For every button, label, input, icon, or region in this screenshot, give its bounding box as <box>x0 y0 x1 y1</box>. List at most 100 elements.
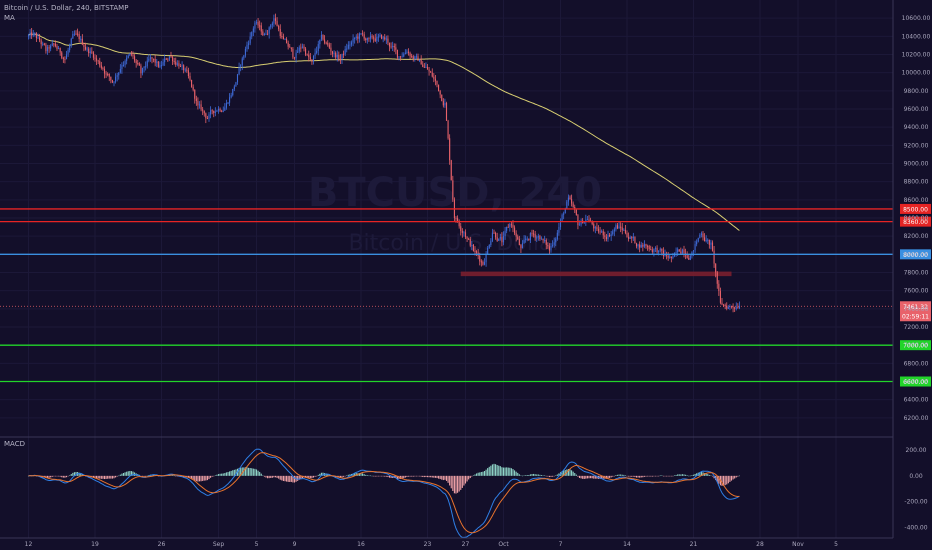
candle-body <box>349 44 351 46</box>
candle-body <box>517 236 519 240</box>
candle-body <box>384 37 386 40</box>
support-6600-label-box <box>900 376 931 387</box>
macd-histogram-bar <box>666 475 668 477</box>
macd-histogram-bar <box>596 475 598 479</box>
candle-body <box>322 34 324 40</box>
macd-histogram-bar <box>314 475 316 477</box>
candle-body <box>262 31 264 36</box>
macd-histogram-bar <box>726 475 728 485</box>
candle-body <box>463 232 465 234</box>
candle-body <box>162 62 164 66</box>
macd-histogram-bar <box>461 475 463 488</box>
candle-body <box>506 226 508 231</box>
candle-body <box>727 307 729 309</box>
candle-body <box>197 101 199 106</box>
macd-histogram-bar <box>54 475 56 477</box>
candle-body <box>157 61 159 67</box>
macd-histogram-bar <box>607 475 609 479</box>
candle-body <box>666 254 668 256</box>
candle-body <box>729 306 731 308</box>
macd-histogram-bar <box>442 475 444 481</box>
candle-body <box>154 59 156 63</box>
macd-histogram-bar <box>643 475 645 477</box>
candle-body <box>715 263 717 273</box>
macd-histogram-bar <box>580 475 582 479</box>
macd-histogram-bar <box>694 473 696 476</box>
candle-body <box>37 37 39 39</box>
macd-histogram-bar <box>431 475 433 478</box>
candle-body <box>341 53 343 60</box>
price-tick-label: 8800.00 <box>904 179 929 186</box>
macd-histogram-bar <box>521 475 524 477</box>
macd-histogram-bar <box>623 474 625 476</box>
macd-histogram-bar <box>514 470 516 476</box>
candle-body <box>151 57 153 59</box>
price-tick-label: 7200.00 <box>904 324 929 331</box>
macd-histogram-bar <box>312 475 315 478</box>
candle-body <box>236 74 239 83</box>
candle-body <box>279 29 281 36</box>
candle-body <box>344 49 346 55</box>
macd-histogram-bar <box>202 475 204 481</box>
macd-histogram-bar <box>267 475 269 479</box>
candle-body <box>126 57 128 61</box>
macd-label: MACD <box>4 440 25 448</box>
macd-histogram-bar <box>561 471 563 476</box>
candle-body <box>45 44 47 52</box>
macd-histogram-bar <box>533 473 535 476</box>
candle-body <box>474 250 476 252</box>
price-tick-label: 8600.00 <box>904 197 929 204</box>
candle-body <box>648 246 650 250</box>
candle-body <box>184 69 186 71</box>
candle-body <box>200 104 202 110</box>
candle-body <box>357 36 359 39</box>
macd-histogram-bar <box>183 475 185 478</box>
macd-histogram-bar <box>145 475 147 477</box>
macd-histogram-bar <box>520 475 522 476</box>
macd-histogram-bar <box>567 469 569 476</box>
macd-histogram-bar <box>512 469 514 476</box>
price-tick-label: 7800.00 <box>904 270 929 277</box>
macd-histogram-bar <box>105 475 107 479</box>
candle-body <box>278 25 280 30</box>
macd-histogram-bar <box>341 475 343 478</box>
candle-body <box>179 66 182 68</box>
candle-body <box>529 233 531 240</box>
macd-histogram-bar <box>585 475 587 479</box>
macd-histogram-bar <box>325 473 327 476</box>
candle-body <box>518 239 520 246</box>
macd-histogram-bar <box>298 475 300 480</box>
macd-histogram-bar <box>550 475 552 477</box>
candle-body <box>175 61 177 65</box>
candle-body <box>127 55 129 58</box>
macd-histogram-bar <box>624 475 626 476</box>
candle-body <box>290 47 292 49</box>
macd-histogram-bar <box>723 475 725 486</box>
candle-body <box>601 231 603 233</box>
price-tick-label: 8200.00 <box>904 233 929 240</box>
macd-histogram-bar <box>677 474 679 476</box>
candle-body <box>257 22 259 26</box>
macd-histogram-bar <box>444 475 446 480</box>
candle-body <box>284 39 286 41</box>
candle-body <box>718 283 720 292</box>
candle-body <box>287 42 289 47</box>
candle-body <box>365 38 367 41</box>
candle-body <box>654 247 657 249</box>
candle-body <box>415 56 417 58</box>
candle-body <box>563 213 565 215</box>
macd-histogram-bar <box>654 475 657 477</box>
macd-histogram-bar <box>713 475 715 479</box>
macd-histogram-bar <box>229 471 231 476</box>
candle-body <box>100 65 102 68</box>
macd-histogram-bar <box>75 471 77 476</box>
macd-histogram-bar <box>100 475 102 479</box>
macd-histogram-bar <box>72 472 74 476</box>
candle-body <box>403 54 405 57</box>
candle-body <box>586 219 588 221</box>
candle-body <box>567 197 569 202</box>
macd-histogram-bar <box>471 475 473 477</box>
candle-body <box>170 56 172 58</box>
